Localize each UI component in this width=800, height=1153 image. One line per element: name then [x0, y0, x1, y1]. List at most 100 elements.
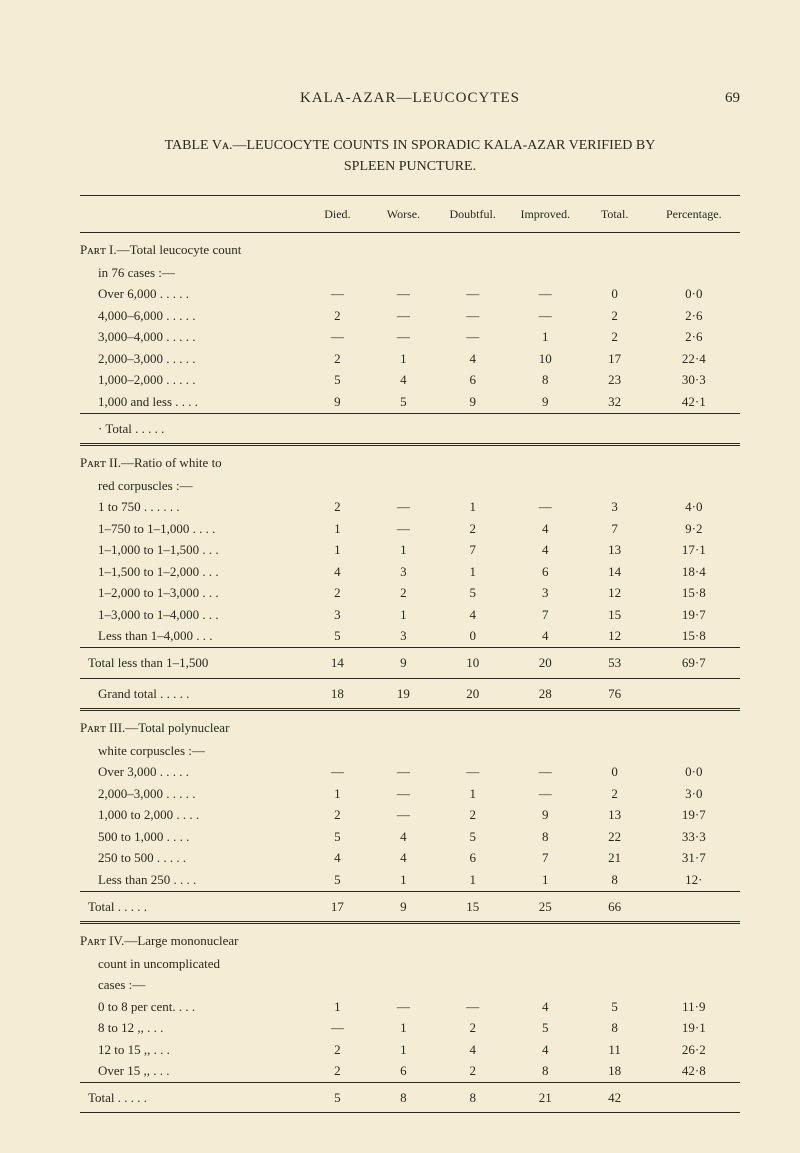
- table-cell: —: [370, 783, 436, 805]
- table-row: Total less than 1–1,50014910205369·7: [80, 648, 740, 679]
- table-cell: 2: [582, 783, 648, 805]
- table-row: 1–1,000 to 1–1,500 . . .11741317·1: [80, 539, 740, 561]
- table-cell: 3: [582, 496, 648, 518]
- table-cell: 13: [582, 539, 648, 561]
- table-cell: 2·6: [648, 305, 740, 327]
- table-cell: 22: [582, 826, 648, 848]
- table-cell: 9: [304, 391, 370, 413]
- table-cell: [370, 262, 436, 284]
- table-cell: [582, 974, 648, 996]
- table-cell: —: [509, 305, 582, 327]
- col-percentage: Percentage.: [648, 196, 740, 233]
- table-cell: [648, 891, 740, 923]
- table-cell: 4: [370, 826, 436, 848]
- table-cell: [304, 740, 370, 762]
- table-cell: Over 15 ,, . . .: [80, 1060, 304, 1082]
- table-cell: 42·8: [648, 1060, 740, 1082]
- table-cell: 4: [436, 1039, 509, 1061]
- table-cell: 13: [582, 804, 648, 826]
- table-cell: 1: [304, 518, 370, 540]
- table-cell: 1: [509, 869, 582, 891]
- table-cell: 53: [582, 648, 648, 679]
- table-cell: Pᴀʀᴛ II.—Ratio of white to: [80, 445, 304, 475]
- col-blank: [80, 196, 304, 233]
- table-cell: 5: [304, 869, 370, 891]
- table-cell: 0: [582, 283, 648, 305]
- table-cell: 28: [509, 678, 582, 710]
- table-row: 3,000–4,000 . . . . .———122·6: [80, 326, 740, 348]
- table-cell: 19: [370, 678, 436, 710]
- table-cell: 8: [582, 869, 648, 891]
- table-cell: [370, 974, 436, 996]
- table-cell: [370, 445, 436, 475]
- table-row: 0 to 8 per cent. . . .1——4511·9: [80, 996, 740, 1018]
- table-cell: [436, 233, 509, 262]
- table-cell: 8: [582, 1017, 648, 1039]
- table-cell: 8: [509, 1060, 582, 1082]
- table-cell: [370, 953, 436, 975]
- table-cell: 2,000–3,000 . . . . .: [80, 783, 304, 805]
- table-cell: 14: [582, 561, 648, 583]
- table-cell: 2: [582, 305, 648, 327]
- table-cell: 2: [370, 582, 436, 604]
- table-cell: 1: [509, 326, 582, 348]
- table-row: Pᴀʀᴛ IV.—Large mononuclear: [80, 923, 740, 953]
- table-cell: 11: [582, 1039, 648, 1061]
- table-cell: 10: [436, 648, 509, 679]
- table-cell: 15·8: [648, 625, 740, 647]
- table-row: count in uncomplicated: [80, 953, 740, 975]
- table-cell: —: [370, 518, 436, 540]
- table-cell: [436, 974, 509, 996]
- table-cell: 21: [582, 847, 648, 869]
- table-cell: 17·1: [648, 539, 740, 561]
- table-cell: [582, 233, 648, 262]
- table-cell: [509, 233, 582, 262]
- table-cell: [648, 413, 740, 445]
- table-cell: —: [436, 326, 509, 348]
- table-cell: 1: [370, 1017, 436, 1039]
- table-cell: 4: [509, 539, 582, 561]
- table-cell: 2: [304, 496, 370, 518]
- table-cell: 5: [304, 369, 370, 391]
- table-cell: [304, 710, 370, 740]
- table-cell: 6: [370, 1060, 436, 1082]
- table-cell: —: [436, 283, 509, 305]
- table-cell: 23: [582, 369, 648, 391]
- table-cell: 3: [304, 604, 370, 626]
- table-cell: [436, 475, 509, 497]
- table-row: Total . . . . .5882142: [80, 1082, 740, 1113]
- table-cell: 7: [582, 518, 648, 540]
- table-cell: 1: [370, 869, 436, 891]
- col-worse: Worse.: [370, 196, 436, 233]
- table-cell: [370, 923, 436, 953]
- table-cell: 7: [509, 847, 582, 869]
- table-row: 8 to 12 ,, . . .—125819·1: [80, 1017, 740, 1039]
- table-cell: 66: [582, 891, 648, 923]
- table-cell: Pᴀʀᴛ I.—Total leucocyte count: [80, 233, 304, 262]
- table-cell: 4: [370, 369, 436, 391]
- table-cell: 12·: [648, 869, 740, 891]
- table-cell: Pᴀʀᴛ III.—Total polynuclear: [80, 710, 304, 740]
- table-cell: 4: [304, 561, 370, 583]
- table-cell: 3: [370, 625, 436, 647]
- table-cell: —: [436, 305, 509, 327]
- table-cell: [648, 740, 740, 762]
- table-cell: 42: [582, 1082, 648, 1113]
- table-cell: —: [509, 761, 582, 783]
- table-cell: 3: [509, 582, 582, 604]
- table-cell: 12: [582, 625, 648, 647]
- col-improved: Improved.: [509, 196, 582, 233]
- table-cell: [648, 445, 740, 475]
- table-cell: [370, 740, 436, 762]
- table-cell: [436, 740, 509, 762]
- table-cell: 20: [436, 678, 509, 710]
- table-cell: 4: [509, 625, 582, 647]
- table-row: Pᴀʀᴛ III.—Total polynuclear: [80, 710, 740, 740]
- table-cell: [436, 710, 509, 740]
- table-cell: 2: [582, 326, 648, 348]
- table-cell: —: [304, 1017, 370, 1039]
- table-cell: 4: [509, 1039, 582, 1061]
- table-cell: 1: [436, 496, 509, 518]
- table-cell: 5: [582, 996, 648, 1018]
- table-row: Over 3,000 . . . . .————00·0: [80, 761, 740, 783]
